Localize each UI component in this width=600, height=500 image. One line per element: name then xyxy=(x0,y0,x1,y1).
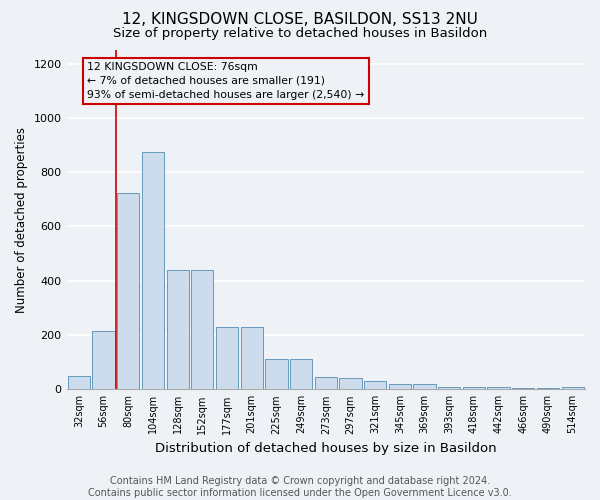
Bar xyxy=(117,192,139,390)
Bar xyxy=(167,270,189,390)
Text: 12, KINGSDOWN CLOSE, BASILDON, SS13 2NU: 12, KINGSDOWN CLOSE, BASILDON, SS13 2NU xyxy=(122,12,478,28)
Bar xyxy=(413,384,436,390)
Bar xyxy=(265,360,287,390)
Bar xyxy=(92,331,115,390)
Bar xyxy=(562,386,584,390)
Bar xyxy=(438,386,460,390)
Bar xyxy=(537,388,559,390)
Bar xyxy=(241,327,263,390)
Bar xyxy=(389,384,411,390)
Bar xyxy=(290,360,312,390)
Bar xyxy=(191,270,214,390)
Bar xyxy=(314,377,337,390)
Text: Contains HM Land Registry data © Crown copyright and database right 2024.
Contai: Contains HM Land Registry data © Crown c… xyxy=(88,476,512,498)
Bar xyxy=(487,386,510,390)
Bar xyxy=(216,327,238,390)
Bar xyxy=(142,152,164,390)
Text: Size of property relative to detached houses in Basildon: Size of property relative to detached ho… xyxy=(113,28,487,40)
Bar xyxy=(68,376,90,390)
X-axis label: Distribution of detached houses by size in Basildon: Distribution of detached houses by size … xyxy=(155,442,497,455)
Text: 12 KINGSDOWN CLOSE: 76sqm
← 7% of detached houses are smaller (191)
93% of semi-: 12 KINGSDOWN CLOSE: 76sqm ← 7% of detach… xyxy=(87,62,365,100)
Bar xyxy=(364,381,386,390)
Y-axis label: Number of detached properties: Number of detached properties xyxy=(15,126,28,312)
Bar xyxy=(512,388,535,390)
Bar xyxy=(340,378,362,390)
Bar xyxy=(463,386,485,390)
